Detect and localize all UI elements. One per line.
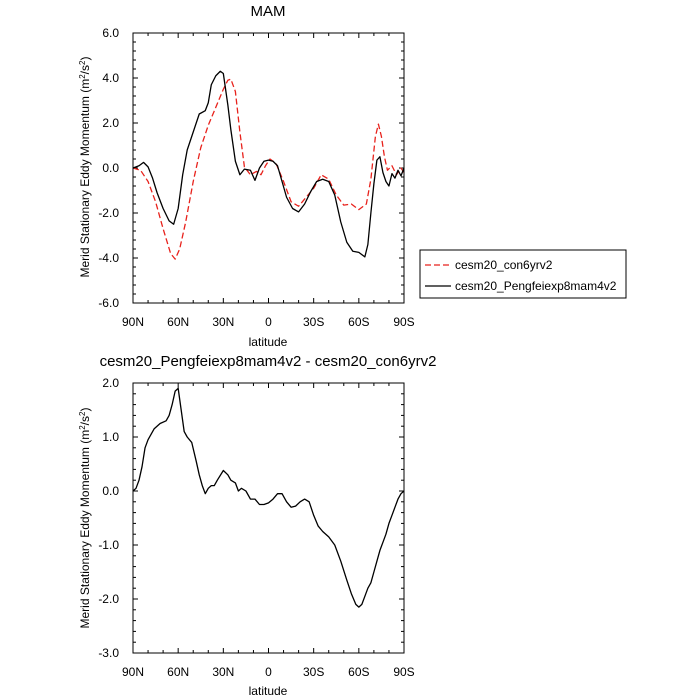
x-tick-label: 0	[265, 665, 272, 679]
top-chart-xlabel: latitude	[249, 335, 288, 349]
x-tick-label: 30S	[303, 665, 324, 679]
x-tick-label: 90N	[122, 315, 144, 329]
x-tick-label: 60S	[348, 315, 369, 329]
y-tick-label: -3.0	[98, 646, 119, 660]
x-tick-label: 90S	[393, 315, 414, 329]
x-tick-label: 60N	[167, 315, 189, 329]
y-tick-label: -1.0	[98, 538, 119, 552]
bottom-chart-xlabel: latitude	[249, 684, 288, 698]
x-tick-label: 30S	[303, 315, 324, 329]
top-chart-series-line-2	[132, 70, 405, 258]
legend-label-con6yrv2: cesm20_con6yrv2	[455, 258, 553, 272]
y-tick-label: -6.0	[98, 296, 119, 310]
bottom-chart-frame	[132, 382, 405, 654]
x-tick-label: 90S	[393, 665, 414, 679]
y-tick-label: -2.0	[98, 592, 119, 606]
x-tick-label: 30N	[212, 665, 234, 679]
y-tick-label: -2.0	[98, 206, 119, 220]
y-tick-label: -4.0	[98, 251, 119, 265]
y-tick-label: 6.0	[102, 26, 119, 40]
y-tick-label: 1.0	[102, 430, 119, 444]
top-chart-title: MAM	[251, 3, 286, 20]
y-tick-label: 2.0	[102, 116, 119, 130]
bottom-chart-series	[132, 387, 405, 608]
x-tick-label: 30N	[212, 315, 234, 329]
y-tick-label: 2.0	[102, 376, 119, 390]
x-tick-label: 60S	[348, 665, 369, 679]
x-tick-label: 60N	[167, 665, 189, 679]
bottom-chart-panel: cesm20_Pengfeiexp8mam4v2 - cesm20_con6yr…	[78, 353, 436, 698]
top-chart-series	[132, 70, 405, 260]
top-chart-ylabel: Merid Stationary Eddy Momentum (m2/s2)	[78, 57, 92, 278]
legend-label-pengfei: cesm20_Pengfeiexp8mam4v2	[455, 279, 617, 293]
y-tick-label: 0.0	[102, 484, 119, 498]
top-chart-ticks: 90N 60N 30N 0 30S 60S 90S -6.0 -4.0 -2.0 0.0 2.0 4.0…	[98, 26, 414, 329]
bottom-chart-ylabel: Merid Stationary Eddy Momentum (m2/s2)	[78, 408, 92, 629]
bottom-chart-ticks: 90N 60N 30N 0 30S 60S 90S -3.0 -2.0 -1.0 0.0 1.0 2.0	[98, 376, 414, 679]
x-tick-label: 90N	[122, 665, 144, 679]
y-tick-label: 4.0	[102, 71, 119, 85]
bottom-chart-series-line-1	[132, 387, 405, 608]
top-chart-legend: cesm20_con6yrv2 cesm20_Pengfeiexp8mam4v2	[419, 249, 627, 299]
top-chart-panel: MAM 90N 60N 30N 0 30S 60S 90S -6.0 -4.0 -2.0 0.0 2.…	[78, 3, 415, 349]
legend-box	[419, 249, 627, 299]
y-tick-label: 0.0	[102, 161, 119, 175]
top-chart-frame	[132, 32, 405, 304]
x-tick-label: 0	[265, 315, 272, 329]
top-chart-series-line-1	[132, 78, 405, 260]
bottom-chart-title: cesm20_Pengfeiexp8mam4v2 - cesm20_con6yr…	[100, 353, 437, 370]
